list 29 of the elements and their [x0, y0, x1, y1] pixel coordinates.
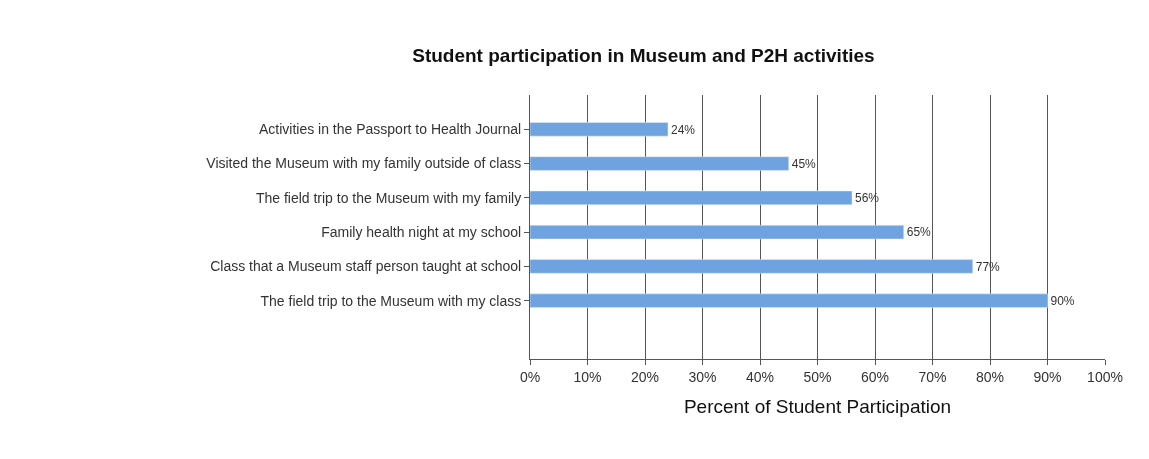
x-tick-label: 90% — [1033, 368, 1062, 385]
x-tick-label: 30% — [688, 368, 717, 385]
chart-title: Student participation in Museum and P2H activities — [412, 44, 875, 66]
x-tick-label: 10% — [573, 368, 602, 385]
x-axis-title: Percent of Student Participation — [683, 395, 952, 417]
y-tick-label: The field trip to the Museum with my family — [255, 189, 522, 206]
y-tick-label: Class that a Museum staff person taught at school — [210, 258, 522, 275]
x-tick-label: 80% — [975, 368, 1005, 385]
bar — [530, 122, 669, 137]
y-tick-label: Activities in the Passport to Health Journal — [258, 121, 522, 138]
x-tick-label: 20% — [630, 368, 660, 385]
data-label: 24% — [671, 122, 696, 137]
y-tick-label: Family health night at my school — [321, 224, 522, 241]
bar — [530, 293, 1048, 308]
bar — [530, 259, 973, 274]
y-tick-label: The field trip to the Museum with my class — [260, 292, 522, 309]
y-tick-label: Visited the Museum with my family outside of class — [206, 155, 522, 172]
x-tick-label: 60% — [860, 368, 890, 385]
bar — [530, 156, 789, 171]
data-label: 65% — [906, 225, 932, 240]
x-tick-label: 100% — [1087, 368, 1123, 385]
x-tick-label: 50% — [803, 368, 832, 385]
bar — [530, 190, 853, 205]
bar — [530, 225, 904, 240]
x-tick-label: 70% — [918, 368, 947, 385]
x-tick-label: 40% — [745, 368, 775, 385]
data-label: 90% — [1050, 294, 1075, 308]
data-label: 45% — [791, 156, 817, 171]
x-tick-label: 0% — [519, 368, 541, 385]
